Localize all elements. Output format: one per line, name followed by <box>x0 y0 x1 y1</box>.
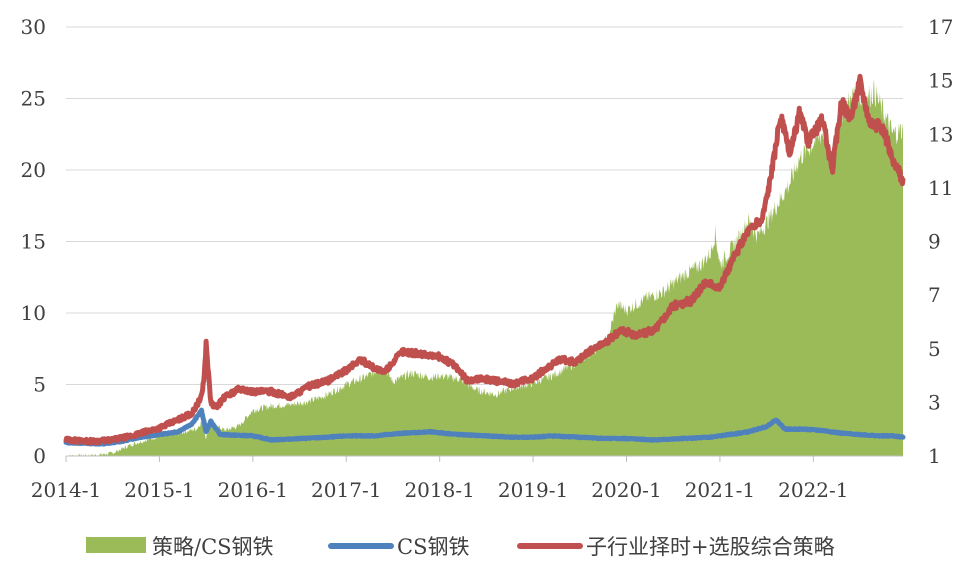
y-left-tick-label: 25 <box>21 87 46 111</box>
x-tick-label: 2017-1 <box>311 478 381 502</box>
legend-swatch-area <box>86 537 146 553</box>
y-right-tick-label: 9 <box>928 230 941 254</box>
y-right-tick-label: 17 <box>928 15 953 39</box>
y-right-tick-label: 15 <box>928 69 953 93</box>
x-tick-label: 2015-1 <box>124 478 194 502</box>
legend-label: 策略/CS钢铁 <box>152 535 274 559</box>
y-left-tick-label: 30 <box>21 15 46 39</box>
y-left-tick-label: 15 <box>21 230 46 254</box>
x-tick-label: 2016-1 <box>218 478 288 502</box>
y-right-tick-label: 13 <box>928 122 953 146</box>
legend-layer: 策略/CS钢铁 CS钢铁 子行业择时+选股综合策略 <box>86 535 835 559</box>
y-left-tick-label: 20 <box>21 158 46 182</box>
x-tick-label: 2018-1 <box>404 478 474 502</box>
y-right-tick-label: 1 <box>928 444 941 468</box>
legend-label: 子行业择时+选股综合策略 <box>586 535 835 559</box>
y-right-tick-label: 5 <box>928 337 941 361</box>
x-tick-label: 2014-1 <box>31 478 101 502</box>
x-tick-label: 2020-1 <box>591 478 661 502</box>
x-tick-label: 2019-1 <box>498 478 568 502</box>
x-tick-label: 2021-1 <box>685 478 755 502</box>
y-right-tick-label: 7 <box>928 283 941 307</box>
line-series-cs-steel <box>63 407 906 447</box>
y-left-tick-label: 0 <box>33 444 46 468</box>
area-series-strategy-ratio <box>66 78 903 456</box>
y-left-tick-label: 10 <box>21 301 46 325</box>
legend-label: CS钢铁 <box>397 535 469 559</box>
y-right-tick-label: 11 <box>928 176 953 200</box>
x-tick-label: 2022-1 <box>778 478 848 502</box>
plot-layer <box>63 73 906 456</box>
y-right-tick-label: 3 <box>928 390 941 414</box>
line-series-combined-strategy <box>63 73 906 446</box>
y-left-tick-label: 5 <box>33 373 46 397</box>
